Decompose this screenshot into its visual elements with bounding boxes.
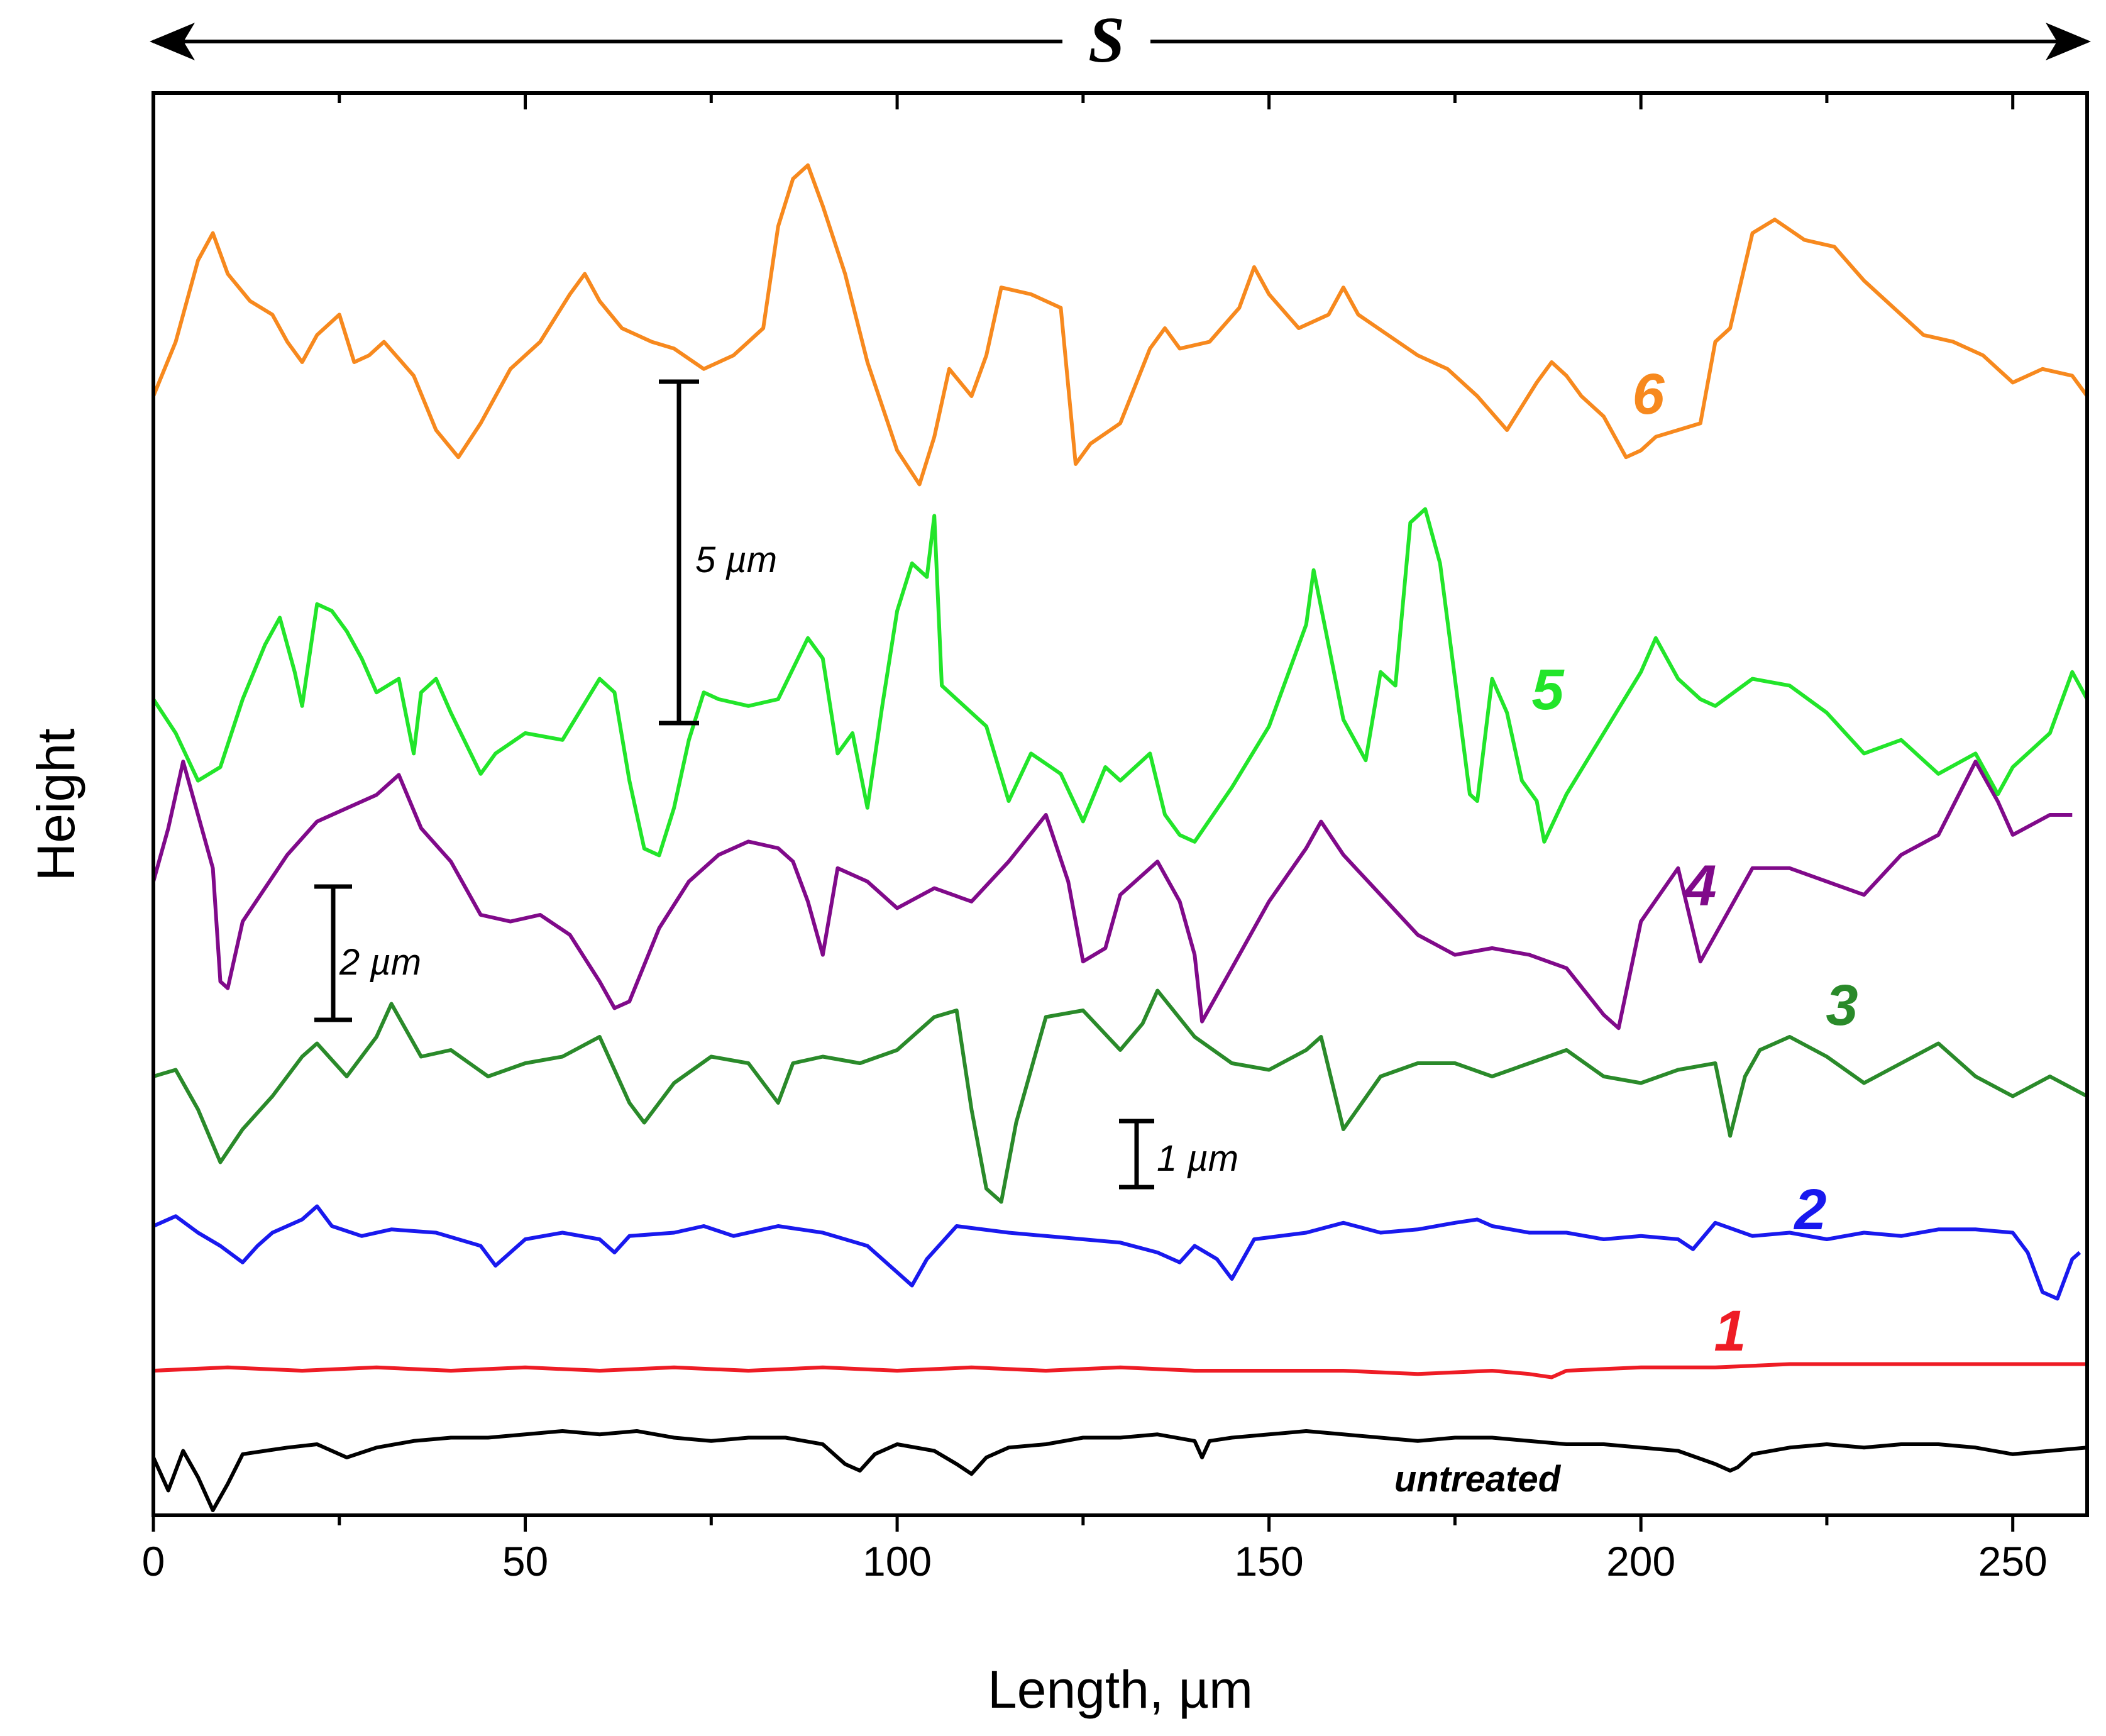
x-axis-ticks [152,93,2015,1532]
top-length-arrow: S [150,4,2091,76]
series-label-4: 4 [1683,854,1716,918]
series-line-5 [153,507,2087,858]
x-tick-label-0: 0 [142,1538,165,1584]
x-tick-label-150: 150 [1235,1538,1304,1584]
series-label-5: 5 [1531,658,1565,722]
series-label-3: 3 [1826,973,1858,1037]
scale-bar-2um: 2 µm [314,884,421,1022]
series-line-3 [153,988,2087,1204]
scale-bar-5um-label: 5 µm [695,539,777,580]
x-tick-label-50: 50 [502,1538,548,1584]
scale-bar-5um: 5 µm [659,379,777,726]
y-axis-title: Height [26,729,85,882]
s-arrow-label: S [1088,4,1125,76]
x-axis-tick-labels: 0 50 100 150 200 250 [142,1538,2048,1584]
series-line-1 [153,1362,2087,1379]
series-line-untreated [153,1429,2087,1512]
series-label-untreated: untreated [1394,1459,1562,1500]
x-axis-title: Length, µm [988,1660,1253,1719]
x-tick-label-250: 250 [1978,1538,2048,1584]
series-label-2: 2 [1793,1178,1826,1242]
series-line-4 [153,760,2073,1031]
series-line-6 [153,163,2087,487]
series-line-2 [153,1204,2081,1301]
series-label-1: 1 [1714,1299,1746,1363]
series-layer [153,163,2087,1512]
scale-bar-1um-label: 1 µm [1157,1138,1238,1179]
scale-bar-1um: 1 µm [1119,1119,1238,1190]
x-tick-label-100: 100 [863,1538,932,1584]
x-tick-label-200: 200 [1606,1538,1675,1584]
scale-bar-2um-label: 2 µm [339,942,421,983]
plot-frame [152,91,2089,1517]
series-label-6: 6 [1632,362,1665,426]
